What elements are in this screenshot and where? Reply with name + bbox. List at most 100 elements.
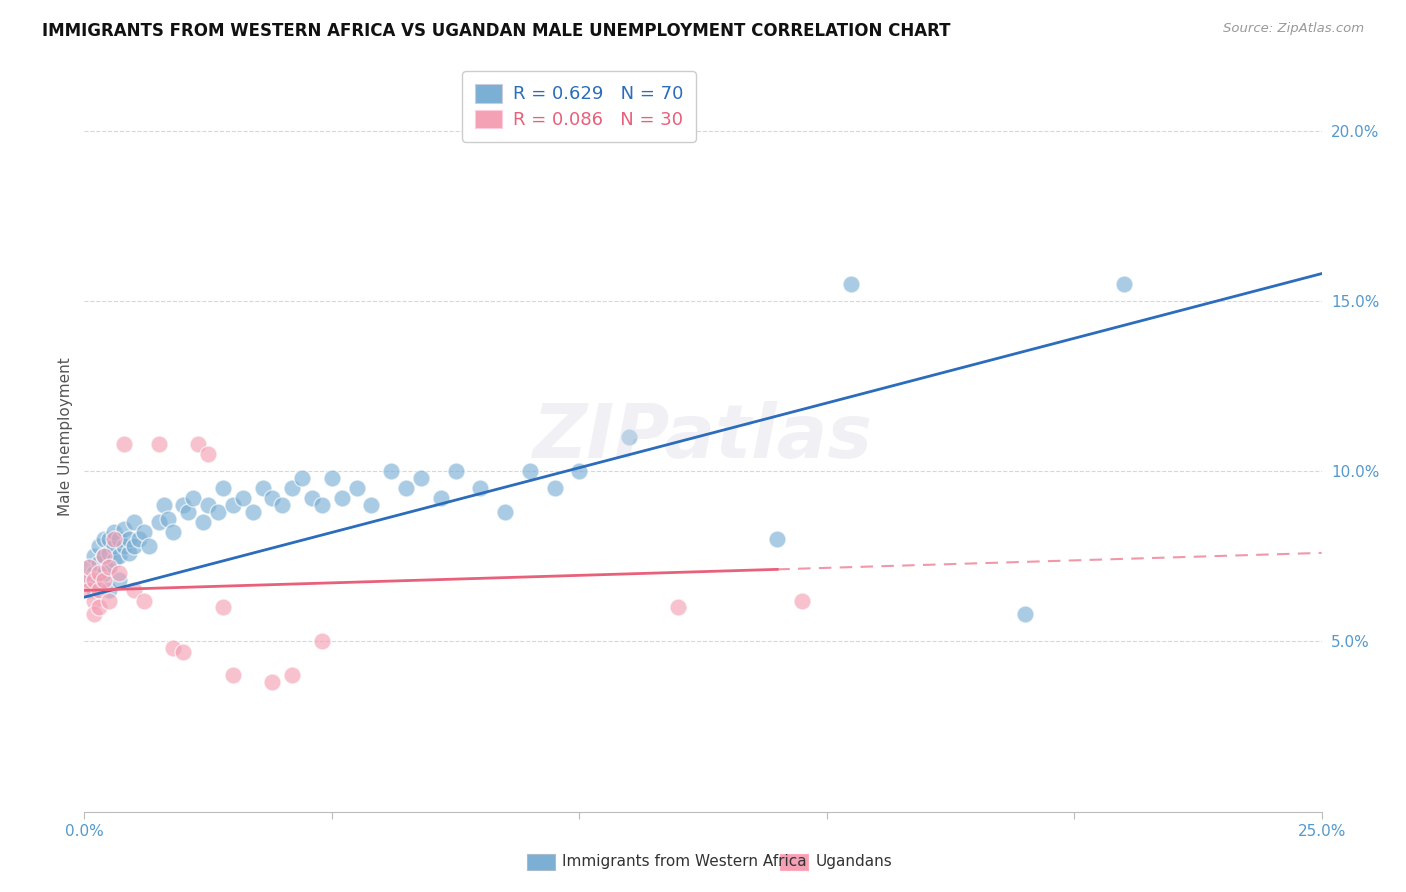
Point bbox=[766, 533, 789, 547]
Point bbox=[197, 447, 219, 461]
Text: Ugandans: Ugandans bbox=[815, 855, 893, 869]
Text: Source: ZipAtlas.com: Source: ZipAtlas.com bbox=[1223, 22, 1364, 36]
Point bbox=[207, 505, 229, 519]
Point bbox=[360, 498, 382, 512]
Point bbox=[98, 546, 121, 560]
Point bbox=[93, 573, 115, 587]
Point bbox=[83, 607, 105, 622]
Point bbox=[83, 593, 105, 607]
Point bbox=[1112, 277, 1135, 291]
Point bbox=[98, 559, 121, 574]
Point bbox=[103, 533, 125, 547]
Point bbox=[89, 600, 111, 615]
Point bbox=[291, 471, 314, 485]
Point bbox=[79, 573, 101, 587]
Point bbox=[112, 522, 135, 536]
Point bbox=[157, 512, 180, 526]
Point bbox=[122, 583, 145, 598]
Point bbox=[162, 525, 184, 540]
Point bbox=[98, 583, 121, 598]
Point bbox=[83, 566, 105, 581]
Point bbox=[1014, 607, 1036, 622]
Point bbox=[271, 498, 294, 512]
Point bbox=[103, 552, 125, 566]
Point bbox=[128, 533, 150, 547]
Point bbox=[666, 600, 689, 615]
Point bbox=[429, 491, 451, 506]
Point bbox=[172, 645, 194, 659]
Point bbox=[89, 539, 111, 553]
Point bbox=[148, 515, 170, 529]
Point bbox=[281, 668, 304, 682]
Point bbox=[222, 498, 245, 512]
Point bbox=[409, 471, 432, 485]
Text: ZIPatlas: ZIPatlas bbox=[533, 401, 873, 474]
Point bbox=[83, 573, 105, 587]
Point bbox=[232, 491, 254, 506]
Point bbox=[89, 556, 111, 570]
Y-axis label: Male Unemployment: Male Unemployment bbox=[58, 358, 73, 516]
Point bbox=[177, 505, 200, 519]
Point bbox=[301, 491, 323, 506]
Point bbox=[79, 573, 101, 587]
Point bbox=[89, 573, 111, 587]
Point bbox=[132, 525, 155, 540]
Point bbox=[108, 549, 131, 564]
Point bbox=[79, 559, 101, 574]
Point bbox=[83, 583, 105, 598]
Point bbox=[89, 566, 111, 581]
Point bbox=[93, 549, 115, 564]
Point bbox=[79, 559, 101, 574]
Point bbox=[262, 491, 284, 506]
Point bbox=[191, 515, 214, 529]
Point bbox=[617, 430, 640, 444]
Point bbox=[568, 464, 591, 478]
Point bbox=[138, 539, 160, 553]
Point bbox=[212, 600, 235, 615]
Point bbox=[122, 539, 145, 553]
Point bbox=[132, 593, 155, 607]
Point bbox=[103, 525, 125, 540]
Point bbox=[98, 593, 121, 607]
Point bbox=[98, 533, 121, 547]
Point bbox=[79, 583, 101, 598]
Point bbox=[89, 583, 111, 598]
Legend: R = 0.629   N = 70, R = 0.086   N = 30: R = 0.629 N = 70, R = 0.086 N = 30 bbox=[463, 71, 696, 142]
Point bbox=[790, 593, 813, 607]
Point bbox=[112, 437, 135, 451]
Text: Immigrants from Western Africa: Immigrants from Western Africa bbox=[562, 855, 807, 869]
Point bbox=[172, 498, 194, 512]
Point bbox=[395, 481, 418, 495]
Point bbox=[222, 668, 245, 682]
Point bbox=[311, 498, 333, 512]
Point bbox=[148, 437, 170, 451]
Point bbox=[118, 533, 141, 547]
Point bbox=[262, 675, 284, 690]
Point bbox=[281, 481, 304, 495]
Point bbox=[197, 498, 219, 512]
Point bbox=[181, 491, 204, 506]
Point bbox=[98, 559, 121, 574]
Point bbox=[242, 505, 264, 519]
Point bbox=[841, 277, 863, 291]
Point bbox=[103, 539, 125, 553]
Point bbox=[162, 641, 184, 656]
Point bbox=[93, 566, 115, 581]
Point bbox=[311, 634, 333, 648]
Point bbox=[108, 573, 131, 587]
Point bbox=[152, 498, 174, 512]
Point bbox=[330, 491, 353, 506]
Point bbox=[321, 471, 343, 485]
Point bbox=[112, 539, 135, 553]
Point bbox=[380, 464, 402, 478]
Point bbox=[83, 549, 105, 564]
Point bbox=[519, 464, 541, 478]
Point bbox=[212, 481, 235, 495]
Point bbox=[346, 481, 368, 495]
Point bbox=[494, 505, 516, 519]
Text: IMMIGRANTS FROM WESTERN AFRICA VS UGANDAN MALE UNEMPLOYMENT CORRELATION CHART: IMMIGRANTS FROM WESTERN AFRICA VS UGANDA… bbox=[42, 22, 950, 40]
Point bbox=[108, 566, 131, 581]
Point bbox=[252, 481, 274, 495]
Point bbox=[93, 549, 115, 564]
Point bbox=[118, 546, 141, 560]
